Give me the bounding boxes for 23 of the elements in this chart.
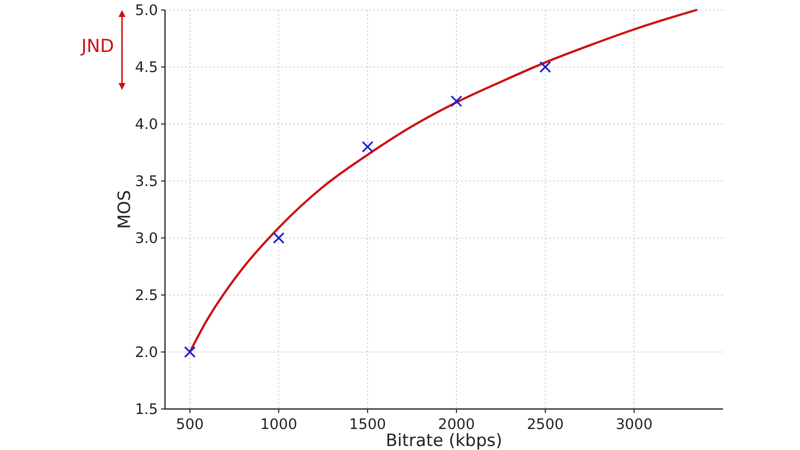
y-tick-label: 4.5 — [134, 60, 158, 76]
y-tick-label: 4.0 — [134, 117, 158, 133]
x-tick-label: 1500 — [349, 417, 386, 433]
x-tick-label: 2500 — [526, 417, 564, 433]
x-tick-label: 2000 — [438, 417, 475, 433]
x-axis-title: Bitrate (kbps) — [386, 431, 502, 450]
line-series — [188, 8, 698, 354]
point — [184, 346, 196, 358]
point — [272, 232, 285, 244]
x-tick-label: 1000 — [260, 417, 298, 433]
y-tick-label: 2.5 — [134, 288, 158, 304]
text: JND — [80, 36, 114, 57]
y-axis-title: MOS — [115, 190, 135, 229]
point — [450, 95, 462, 107]
y-tick-label: 3.0 — [134, 231, 158, 247]
point — [362, 141, 374, 153]
y-tick-label: 2.0 — [134, 345, 158, 361]
x-tick-label: 500 — [176, 417, 204, 433]
x-tick-label: 3000 — [616, 417, 653, 433]
y-tick-label: 3.5 — [134, 174, 158, 190]
point — [539, 61, 552, 73]
y-tick-label: 5.0 — [134, 3, 158, 19]
y-tick-label: 1.5 — [134, 402, 158, 418]
